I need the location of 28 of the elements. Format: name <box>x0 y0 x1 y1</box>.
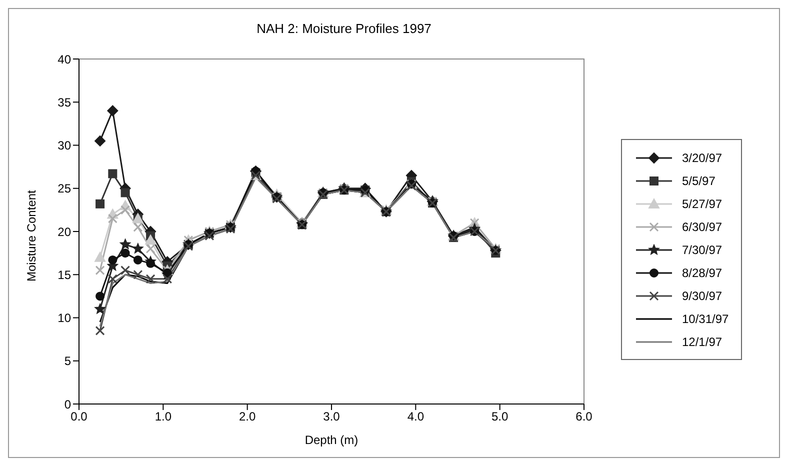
x-tick-label: 5.0 <box>491 410 508 424</box>
legend-label: 8/28/97 <box>682 266 722 280</box>
legend-label: 3/20/97 <box>682 150 722 164</box>
legend-label: 10/31/97 <box>682 312 729 326</box>
y-tick-label: 40 <box>58 52 72 66</box>
x-tick-label: 1.0 <box>154 410 172 424</box>
chart-title: NAH 2: Moisture Profiles 1997 <box>256 21 432 36</box>
legend-label: 7/30/97 <box>682 242 722 256</box>
legend-label: 9/30/97 <box>682 288 722 302</box>
x-tick-label: 4.0 <box>407 410 424 424</box>
y-tick-label: 35 <box>58 95 72 110</box>
y-axis-title: Moisture Content <box>24 189 38 282</box>
y-tick-label: 25 <box>58 182 72 196</box>
legend-label: 5/5/97 <box>682 174 716 188</box>
x-axis-title: Depth (m) <box>304 433 358 447</box>
x-tick-label: 6.0 <box>576 410 593 424</box>
x-tick-label: 0.0 <box>70 410 88 424</box>
y-tick-label: 20 <box>58 224 72 239</box>
x-tick-label: 3.0 <box>323 410 340 424</box>
y-tick-label: 30 <box>58 138 72 153</box>
y-tick-label: 0 <box>64 397 72 412</box>
legend-label: 6/30/97 <box>682 220 722 234</box>
legend-label: 12/1/97 <box>682 334 722 348</box>
y-tick-label: 5 <box>64 354 72 368</box>
legend-label: 5/27/97 <box>682 196 722 210</box>
y-tick-label: 10 <box>58 311 72 326</box>
x-tick-label: 2.0 <box>238 410 256 424</box>
y-tick-label: 15 <box>58 268 72 282</box>
